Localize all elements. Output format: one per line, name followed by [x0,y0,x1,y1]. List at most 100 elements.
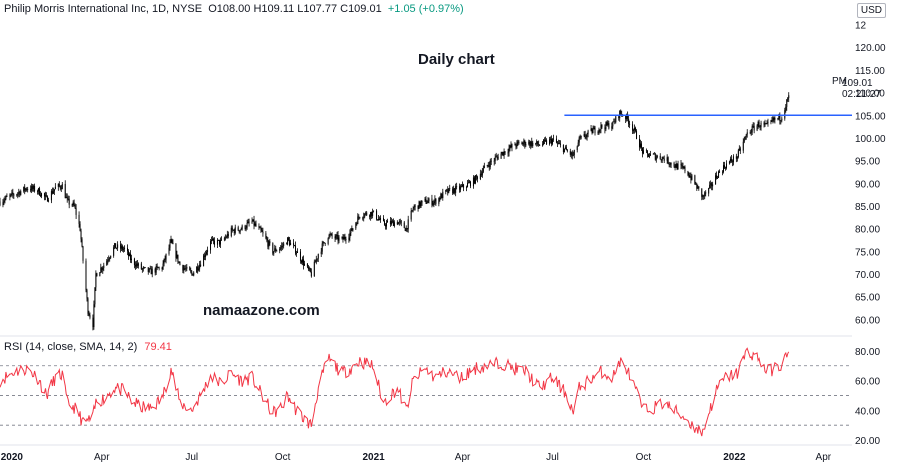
candle-body [677,163,679,170]
candle-body [691,175,693,180]
candle-body [315,259,317,263]
candle-body [359,217,361,219]
candle-body [744,136,746,140]
candle-body [149,268,151,270]
candle-body [705,192,707,194]
candle-body [34,186,36,192]
candle-body [53,189,55,192]
candle-body [502,151,504,156]
candle-body [198,268,200,271]
price-axis[interactable]: 60.00 65.00 70.00 75.00 80.00 85.00 90.00 95.00… [855,21,886,327]
candle-body [165,253,167,260]
candle-body [106,260,108,266]
candle-body [459,186,461,190]
candle-body [158,267,160,269]
candle-body [67,198,69,200]
candle-body [731,161,733,163]
candle-body [336,234,338,236]
candle-body [276,250,278,252]
candle-body [0,201,1,206]
candle-body [390,221,392,225]
candle-body [468,182,470,184]
candle-body [203,255,205,267]
candle-body [778,114,780,119]
candle-body [592,129,594,134]
candle-body [93,304,95,328]
candle-body [410,210,412,220]
candle-body [58,183,60,187]
candle-body [413,207,415,209]
candle-body [324,242,326,244]
candle-body [480,173,482,176]
currency-button[interactable]: USD [856,3,886,18]
candle-body [120,244,122,249]
candle-body [66,196,68,199]
candle-body [164,258,166,260]
candle-body [654,153,656,160]
candle-body [343,236,345,240]
candle-body [525,144,527,146]
candle-body [404,228,406,231]
candle-body [212,238,214,240]
candle-body [251,221,253,223]
candle-body [10,193,12,196]
candle-body [162,263,164,270]
candle-body [168,247,170,254]
price-tick-label: 85.00 [855,202,880,213]
candle-body [272,243,274,254]
candle-body [366,212,368,216]
candle-body [715,175,717,185]
candle-body [281,245,283,248]
candle-body [47,200,49,202]
rsi-tick-label: 60.00 [855,377,880,388]
candle-body [601,124,603,128]
candle-body [468,181,470,183]
candle-body [667,157,669,164]
candle-body [391,220,393,222]
candle-body [148,268,150,272]
candle-body [406,228,408,230]
candle-body [393,222,395,227]
candle-body [529,141,531,146]
rsi-axis[interactable]: 20.00 40.00 60.00 80.00 [855,347,880,447]
candle-body [627,114,629,119]
candle-body [607,123,609,126]
candle-body [746,132,748,135]
candle-body [420,202,422,207]
candle-body [642,150,644,154]
candle-body [481,171,483,176]
candle-body [669,163,671,165]
candle-body [226,233,228,238]
candle-body [442,191,444,199]
candle-body [563,148,565,153]
candle-body [338,237,340,241]
candle-body [419,201,421,207]
candle-body [33,186,35,189]
candle-body [240,229,242,231]
candle-body [204,255,206,257]
candle-body [364,213,366,217]
candle-body [528,141,530,145]
candle-body [211,239,213,241]
candle-body [772,117,774,121]
candle-body [31,186,33,191]
candle-body [207,250,209,252]
candle-body [426,202,428,204]
candle-body [87,298,89,314]
candle-body [143,267,145,269]
candle-body [724,167,726,169]
candle-body [576,146,578,151]
candle-body [155,266,157,273]
candle-body [150,268,152,275]
candle-body [488,165,490,168]
candle-body [777,118,779,119]
rsi-tick-label: 20.00 [855,436,880,447]
candle-body [591,128,593,134]
candle-body [573,150,575,156]
time-axis[interactable]: 2020 Apr Jul Oct 2021 Apr Jul Oct 2022 Apr [1,452,832,463]
candle-body [463,184,465,188]
candle-body [81,239,83,247]
candle-body [51,191,53,194]
candle-body [61,184,63,190]
